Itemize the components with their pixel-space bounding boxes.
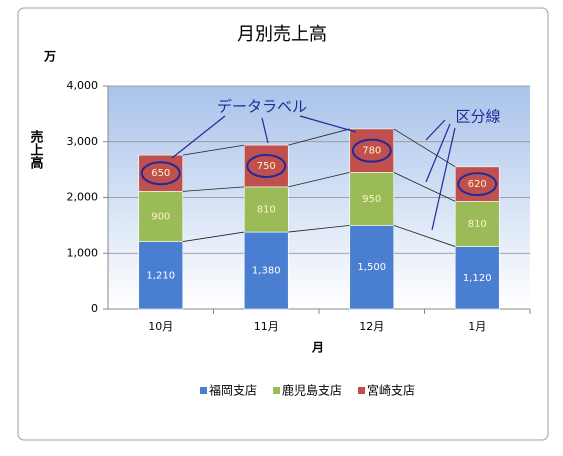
legend-label: 福岡支店 <box>209 383 257 398</box>
data-label: 780 <box>362 146 381 157</box>
data-label: 810 <box>468 219 487 230</box>
data-label: 950 <box>362 194 381 205</box>
annotation: データラベル <box>217 98 307 116</box>
x-tick-label: 1月 <box>468 320 486 333</box>
series-line <box>182 144 245 156</box>
data-label: 1,210 <box>146 270 175 281</box>
legend-swatch <box>358 387 366 394</box>
label-highlight <box>246 154 287 179</box>
bar-segment <box>243 144 289 188</box>
series-line <box>288 172 350 188</box>
y-axis-label: 売上高 <box>28 129 44 170</box>
x-axis-label: 月 <box>311 341 324 355</box>
legend-label: 鹿児島支店 <box>282 383 342 398</box>
series-line <box>393 128 456 168</box>
label-highlight <box>140 161 181 186</box>
x-tick-label: 12月 <box>359 320 384 333</box>
data-label: 650 <box>151 168 170 179</box>
bar-segment <box>243 231 289 310</box>
y-tick-label: 0 <box>91 302 98 315</box>
bar-segment <box>138 154 184 192</box>
legend-swatch <box>200 387 207 394</box>
series-line <box>288 224 350 233</box>
data-label: 810 <box>257 204 276 215</box>
y-tick-label: 2,000 <box>67 191 99 204</box>
annotation: 区分線 <box>455 108 500 126</box>
data-label: 1,380 <box>252 266 281 277</box>
bar-segment <box>349 225 395 310</box>
series-line <box>182 186 245 192</box>
data-label: 750 <box>257 161 276 172</box>
legend-swatch <box>273 387 281 394</box>
bar-segment <box>349 128 395 173</box>
data-label: 1,120 <box>463 273 492 284</box>
bar-segment <box>138 241 184 310</box>
label-highlight <box>351 138 392 163</box>
y-tick-label: 1,000 <box>67 246 99 259</box>
data-label: 900 <box>151 211 170 222</box>
x-tick-label: 11月 <box>254 320 279 333</box>
chart-title: 月別売上高 <box>237 24 327 45</box>
y-tick-label: 4,000 <box>67 79 99 92</box>
label-highlight <box>457 172 498 197</box>
series-line <box>182 231 245 242</box>
bar-segment <box>349 172 395 226</box>
bar-segment <box>243 186 289 233</box>
data-label: 620 <box>468 179 487 190</box>
series-line <box>393 172 456 202</box>
x-tick-label: 10月 <box>148 320 173 333</box>
data-label: 1,500 <box>357 262 386 273</box>
series-line <box>393 224 456 247</box>
series-line <box>288 128 350 146</box>
bar-segment <box>454 246 500 310</box>
y-unit: 万 <box>43 50 56 64</box>
annotation-pointers <box>171 115 456 231</box>
bar-segment <box>138 191 184 242</box>
y-tick-label: 3,000 <box>67 135 99 148</box>
bar-segment <box>454 201 500 247</box>
legend-label: 宮崎支店 <box>367 383 415 398</box>
